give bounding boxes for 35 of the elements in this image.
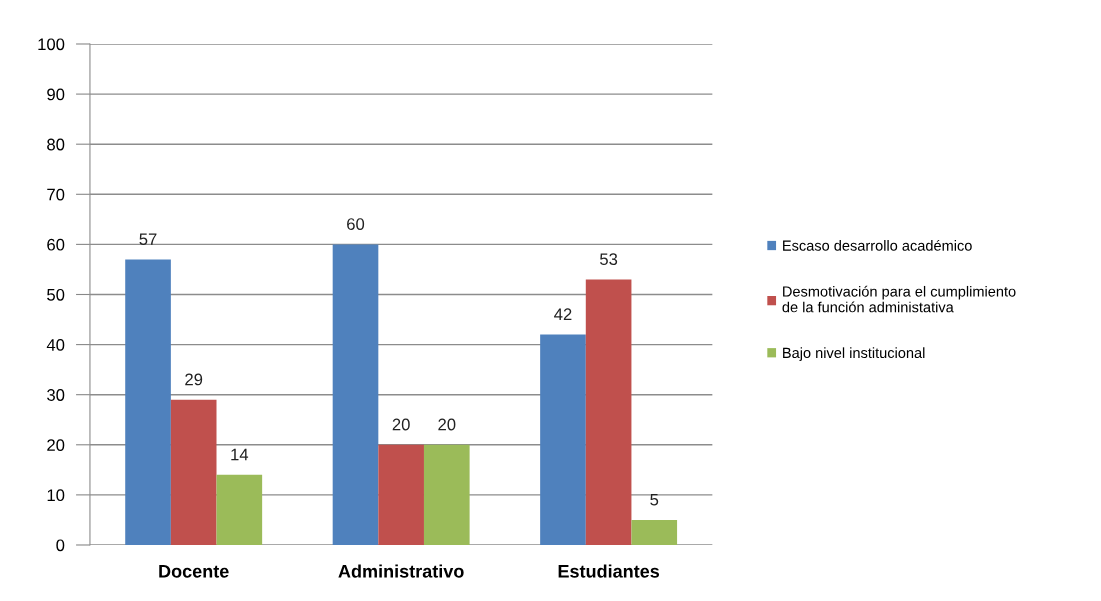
bar xyxy=(378,444,424,545)
y-tick-label: 70 xyxy=(47,188,65,201)
y-tick-label: 90 xyxy=(47,88,65,101)
bar xyxy=(216,474,263,545)
y-tick-label: 20 xyxy=(47,439,65,451)
y-tick-label: 10 xyxy=(47,489,65,502)
bar xyxy=(631,519,678,545)
legend-label: Escaso desarrollo académico xyxy=(783,239,972,251)
data-label: 60 xyxy=(347,218,365,230)
bar xyxy=(125,259,171,545)
y-tick-label: 0 xyxy=(56,539,65,552)
x-tick-label: Estudiantes xyxy=(558,564,660,578)
y-tick-label: 40 xyxy=(46,338,65,351)
bar xyxy=(332,244,379,545)
y-tick-label: 50 xyxy=(47,288,65,301)
data-label: 29 xyxy=(185,373,203,386)
data-label: 5 xyxy=(650,493,659,506)
bar xyxy=(423,444,470,545)
bar xyxy=(540,334,586,545)
data-label: 42 xyxy=(554,308,572,320)
data-label: 14 xyxy=(231,448,249,461)
x-tick-label: Docente xyxy=(159,565,229,578)
data-label: 20 xyxy=(438,418,456,431)
data-label: 57 xyxy=(139,233,157,246)
x-tick-label: Administrativo xyxy=(338,564,464,578)
data-label: 20 xyxy=(392,418,410,431)
legend-label: Desmotivación para el cumplimiento de la función administativa xyxy=(782,285,1016,313)
y-tick-label: 80 xyxy=(47,138,65,151)
y-tick-label: 60 xyxy=(47,238,65,251)
y-tick-label: 30 xyxy=(47,389,65,401)
legend-label: Bajo nivel institucional xyxy=(783,347,925,361)
bar xyxy=(170,399,217,545)
bar xyxy=(585,279,632,545)
data-label: 53 xyxy=(600,253,618,266)
y-tick-label: 100 xyxy=(38,38,65,51)
